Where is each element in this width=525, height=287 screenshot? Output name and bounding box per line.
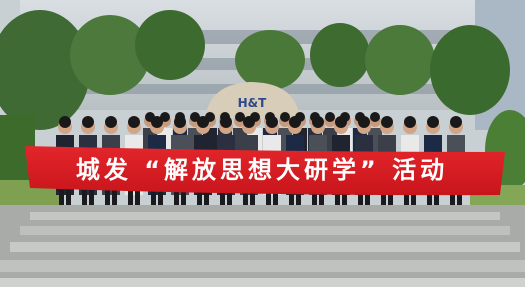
rock-label: H&T [238, 96, 268, 110]
person-part [174, 116, 186, 128]
person-part [325, 112, 335, 122]
person-part [82, 116, 94, 128]
person-part [427, 116, 439, 128]
person-part [266, 116, 278, 128]
person-part [358, 116, 370, 128]
person-part [197, 116, 209, 128]
person-part [450, 116, 462, 128]
person-part [280, 112, 290, 122]
person-part [243, 116, 255, 128]
steps [0, 205, 525, 287]
banner-text: 城发 “解放思想大研学” 活动 [76, 156, 448, 184]
person-part [151, 116, 163, 128]
person-part [220, 116, 232, 128]
person-part [289, 116, 301, 128]
page: H&T 城发 “解放思想大研学” 活动 (() => { const data … [0, 0, 525, 287]
person-part [335, 116, 347, 128]
person-part [370, 112, 380, 122]
person-part [105, 116, 117, 128]
photo: H&T 城发 “解放思想大研学” 活动 [0, 0, 525, 287]
person-part [381, 116, 393, 128]
person-part [312, 116, 324, 128]
person-part [404, 116, 416, 128]
person-part [59, 116, 71, 128]
person-part [128, 116, 140, 128]
